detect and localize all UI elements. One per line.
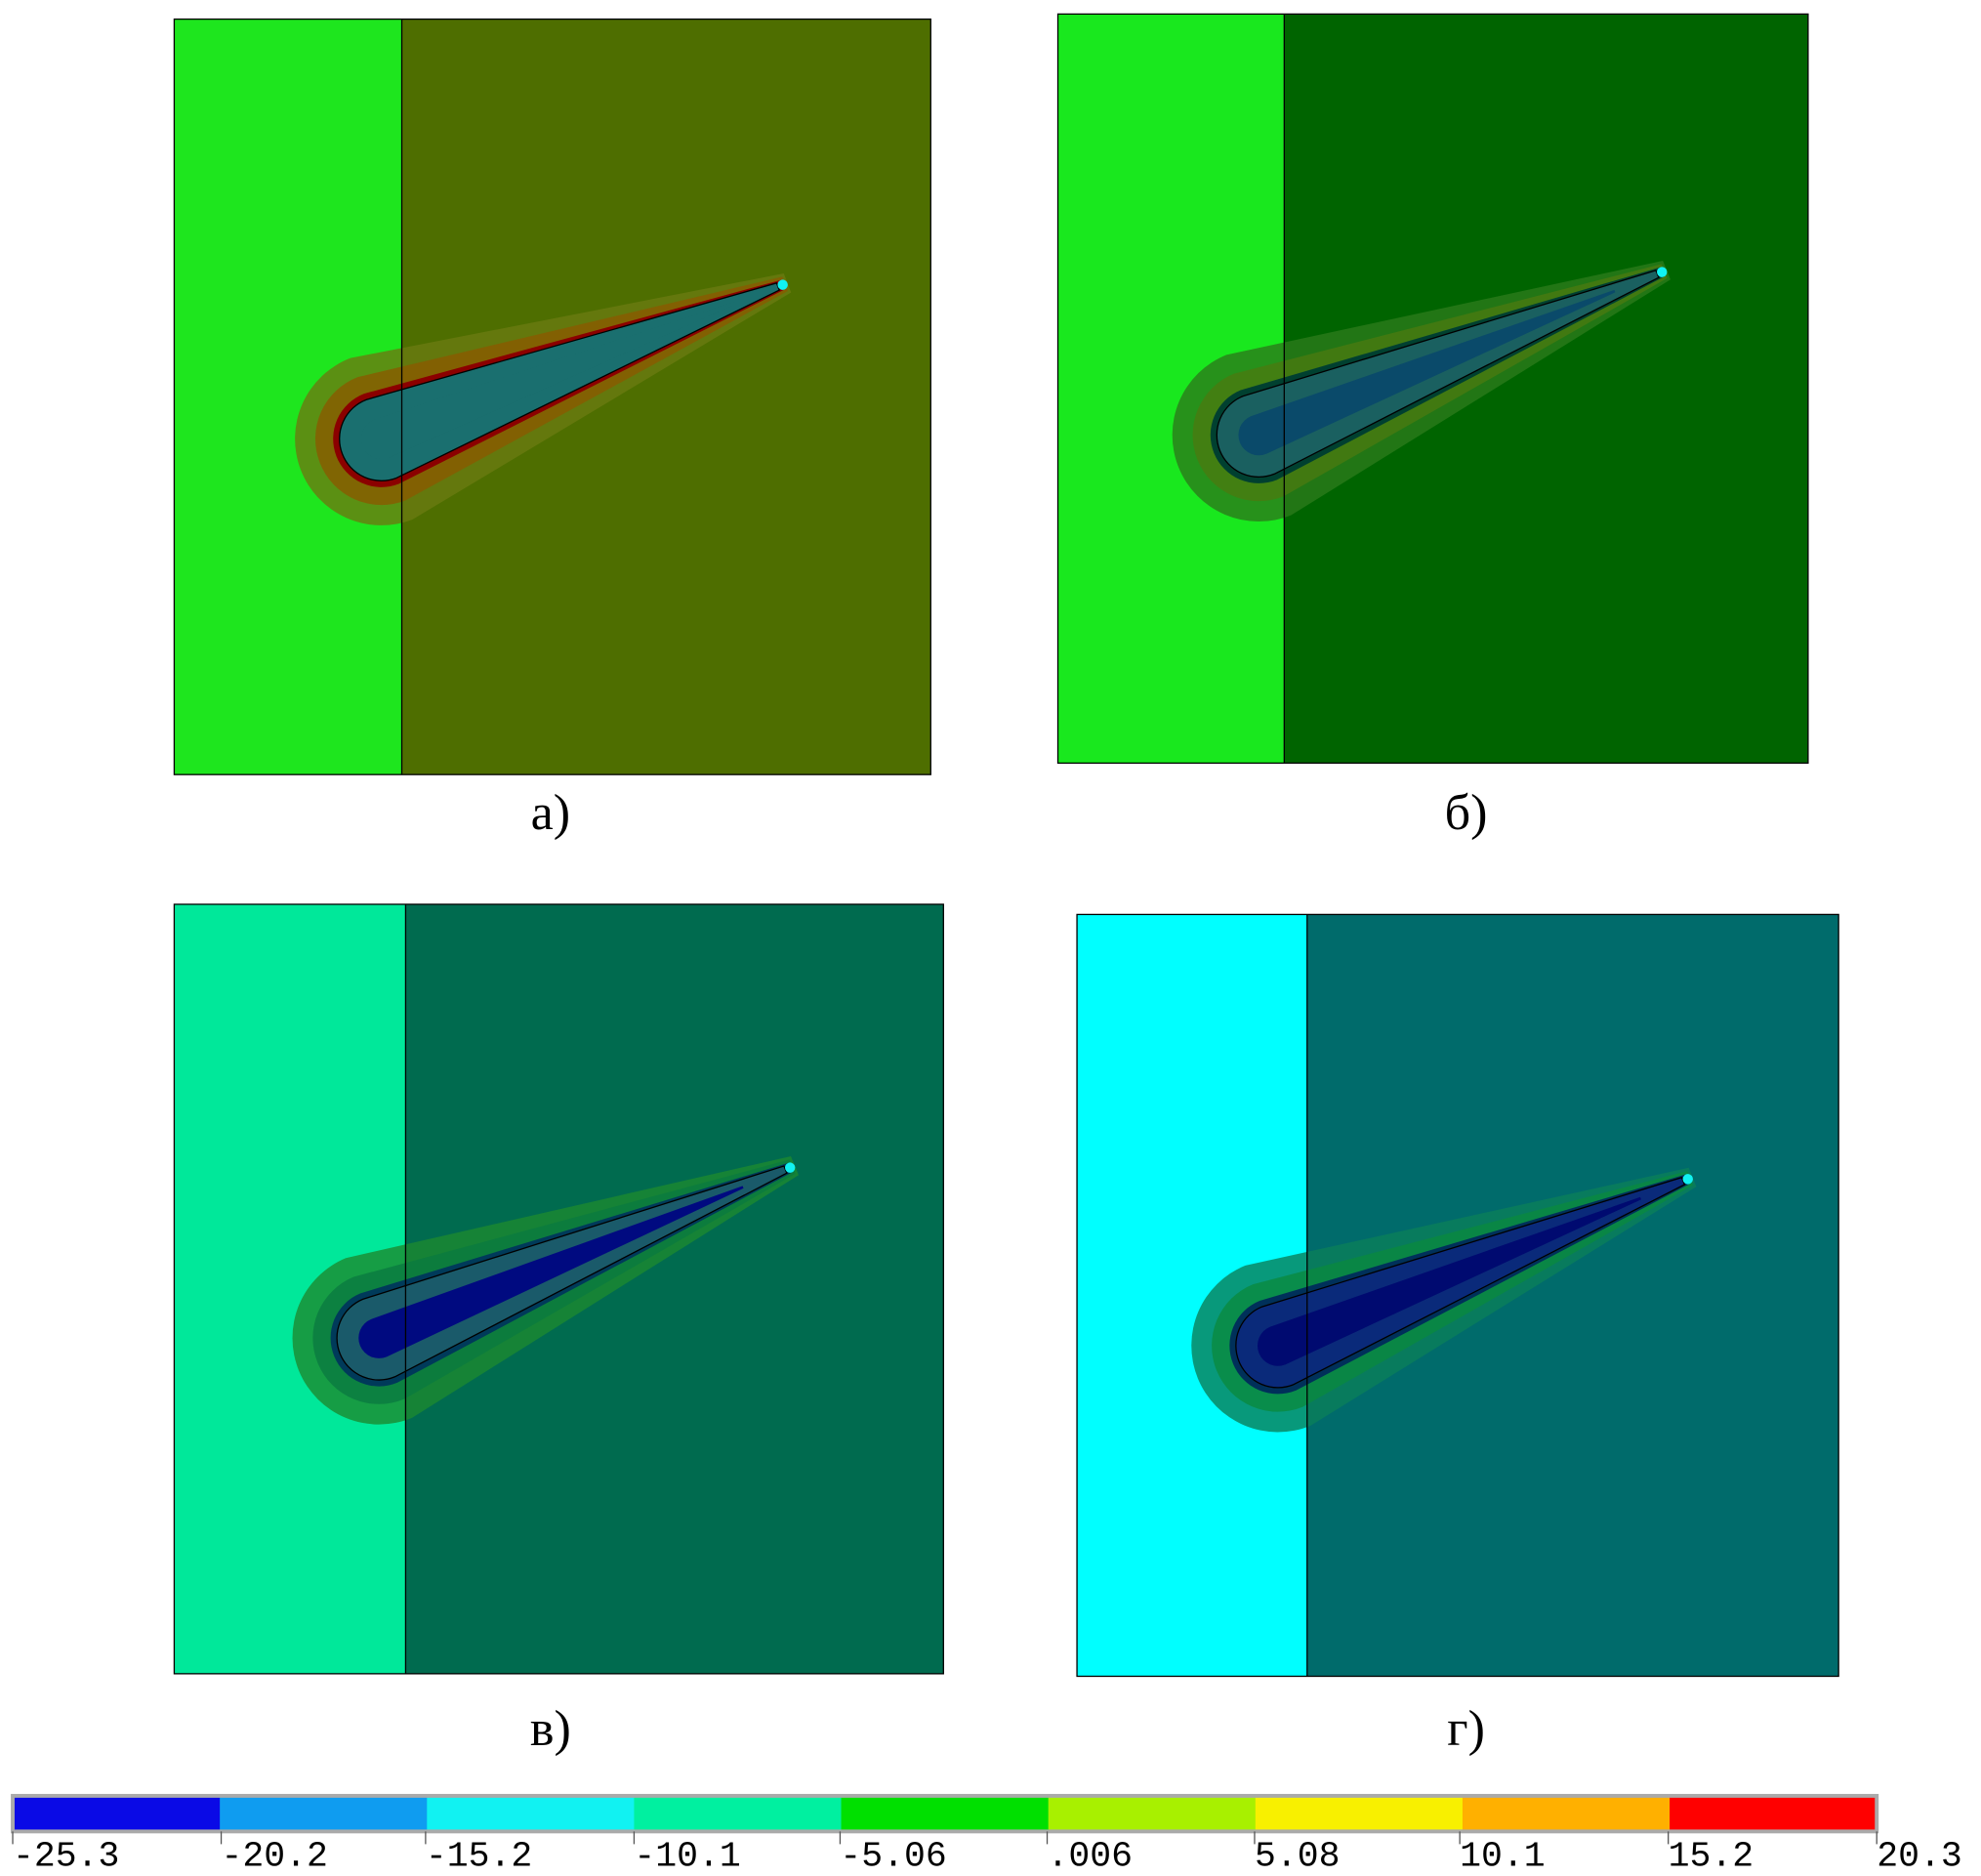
tick-label: 20.3 <box>1877 1837 1962 1876</box>
tick-label: 15.2 <box>1669 1837 1754 1876</box>
legend-swatch <box>634 1795 843 1832</box>
core <box>360 302 736 460</box>
tick-label: -20.2 <box>222 1837 328 1876</box>
tick-label: 10.1 <box>1460 1837 1546 1876</box>
core <box>358 1186 744 1358</box>
panel-label: б) <box>1445 785 1488 841</box>
tick-label: -25.3 <box>13 1837 119 1876</box>
panel-label: г) <box>1447 1701 1485 1757</box>
panel-label: а) <box>531 785 570 841</box>
legend-swatch <box>427 1795 636 1832</box>
body <box>292 1156 800 1425</box>
panel-content <box>1057 14 1808 764</box>
tick-label: 5.08 <box>1255 1837 1341 1876</box>
body <box>1191 1167 1697 1433</box>
tick-label: -15.2 <box>426 1837 532 1876</box>
body <box>1172 260 1671 521</box>
legend-swatch <box>1462 1795 1671 1832</box>
legend-border <box>11 1793 1879 1834</box>
tip <box>1657 267 1668 277</box>
panel-content <box>174 19 931 775</box>
tip <box>1682 1174 1693 1185</box>
core <box>1238 289 1616 456</box>
tick-label: -5.06 <box>840 1837 946 1876</box>
tip <box>777 279 788 290</box>
core <box>1257 1196 1641 1366</box>
panel-content <box>1077 914 1839 1677</box>
panel-label: в) <box>530 1701 571 1757</box>
legend-swatch <box>13 1795 221 1832</box>
legend-swatch <box>1670 1795 1878 1832</box>
tick-label: .006 <box>1048 1837 1134 1876</box>
panel-content <box>174 903 944 1674</box>
panel-border <box>173 903 944 1675</box>
legend-swatch <box>1048 1795 1257 1832</box>
panel-border <box>1076 913 1839 1678</box>
legend-swatch <box>1255 1795 1464 1832</box>
contour-panel <box>173 18 931 775</box>
legend-swatch <box>841 1795 1050 1832</box>
contour-panel <box>173 903 944 1675</box>
panel-border <box>173 18 931 775</box>
tick-label: -10.1 <box>634 1837 740 1876</box>
legend-swatch <box>220 1795 428 1832</box>
contour-panel <box>1076 913 1839 1678</box>
panel-border <box>1056 13 1809 765</box>
body <box>295 273 792 525</box>
contour-panel <box>1056 13 1809 765</box>
tip <box>784 1162 796 1173</box>
